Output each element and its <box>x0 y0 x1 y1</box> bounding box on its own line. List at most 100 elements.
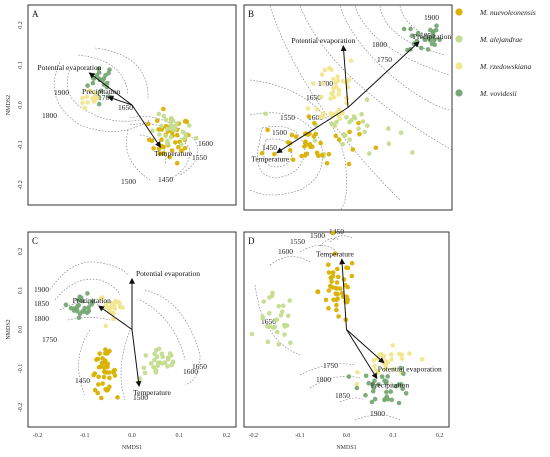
data-point <box>104 388 110 393</box>
isoline <box>399 5 441 41</box>
data-point <box>290 157 296 162</box>
y-axis-title: NMDS2 <box>6 95 12 115</box>
data-point <box>153 370 159 375</box>
data-point <box>80 95 85 101</box>
data-point <box>102 358 108 363</box>
panel-letter-a: A <box>32 9 39 19</box>
data-point <box>159 361 165 366</box>
data-point <box>99 360 105 366</box>
isoline <box>299 245 336 253</box>
data-point <box>285 313 291 319</box>
data-point <box>370 388 376 394</box>
data-point <box>168 134 174 140</box>
panel-a: A 1900 1800 1700 1650 1600 1550 1500 1450 0.2 0.1 0… <box>6 4 237 206</box>
data-point <box>344 80 350 85</box>
data-point <box>161 144 166 150</box>
data-point <box>68 305 74 311</box>
data-point <box>112 367 117 373</box>
data-point <box>423 36 429 41</box>
data-point <box>107 375 112 381</box>
data-point <box>410 150 415 155</box>
data-point <box>384 379 389 384</box>
data-point <box>260 314 265 319</box>
data-point <box>373 145 379 151</box>
isoline <box>329 235 353 243</box>
data-point <box>397 351 402 357</box>
data-point <box>168 353 174 358</box>
data-point <box>63 302 69 308</box>
isoline-label: 1600 <box>198 139 213 148</box>
isoline <box>263 138 293 168</box>
series-m-nuevoleonensis <box>259 114 379 167</box>
vector-label-temperature: Temperature <box>251 155 289 164</box>
data-point <box>152 357 157 363</box>
data-point <box>331 76 336 82</box>
data-point <box>344 299 350 305</box>
data-point <box>282 332 287 337</box>
data-point <box>346 374 352 379</box>
panel-letter-c: C <box>32 236 38 246</box>
data-point <box>318 140 324 146</box>
isoline-label: 1700 <box>318 79 333 88</box>
series-m-vovidesii <box>401 23 443 53</box>
data-point <box>288 340 293 346</box>
data-point <box>329 121 335 126</box>
panel-frame-d <box>243 231 450 428</box>
data-point <box>328 275 334 280</box>
data-point <box>363 393 368 398</box>
data-point <box>120 305 125 310</box>
vector-label-precipitation: Precipitation <box>73 296 112 305</box>
isoline-label: 1550 <box>280 113 295 122</box>
data-point <box>92 97 98 102</box>
isoline-label: 1800 <box>42 111 57 120</box>
data-point <box>107 384 112 390</box>
vector-potential-evaporation <box>340 45 349 108</box>
data-point <box>385 374 391 379</box>
data-point <box>367 151 372 156</box>
vector-label-potential-evaporation: Potential evaporation <box>291 36 355 45</box>
data-point <box>264 323 270 329</box>
data-point <box>180 129 186 135</box>
data-point <box>143 353 149 358</box>
data-point <box>371 357 377 363</box>
data-point <box>352 116 358 121</box>
data-point <box>337 116 343 121</box>
x-axis-title: NMDS1 <box>122 445 142 451</box>
data-point <box>319 72 325 77</box>
isoline <box>67 317 111 321</box>
data-point <box>345 265 351 271</box>
data-point <box>335 274 341 280</box>
data-point <box>365 123 370 128</box>
series-m-alejandrae <box>249 290 293 347</box>
data-point <box>372 378 377 384</box>
vector-precipitation <box>107 95 133 106</box>
isoline <box>249 112 323 196</box>
legend-item-nuevoleonensis: M. nuevoleonensis <box>455 8 536 17</box>
data-point <box>363 373 369 379</box>
isoline-label: 1900 <box>370 409 385 418</box>
data-point <box>398 130 404 136</box>
data-point <box>100 381 105 386</box>
isoline-label: 1750 <box>323 361 338 370</box>
data-point <box>307 141 313 147</box>
vector-precipitation <box>346 329 378 380</box>
vector-temperature <box>276 107 349 154</box>
data-point <box>419 357 425 362</box>
isoline-label: 1450 <box>329 227 344 236</box>
data-point <box>348 58 354 63</box>
data-point <box>386 141 392 146</box>
data-point <box>335 266 340 272</box>
data-point <box>437 37 443 42</box>
x-tick-label: 0.0 <box>343 433 351 439</box>
data-point <box>341 277 347 282</box>
data-point <box>335 74 340 79</box>
data-point <box>389 352 394 357</box>
data-point <box>164 126 170 132</box>
legend-item-alejandrae: M. alejandrae <box>455 35 523 44</box>
legend-item-rzedowskiana: M. rzedowskiana <box>455 62 531 71</box>
data-point <box>399 356 405 362</box>
data-point <box>393 383 399 389</box>
data-point <box>339 290 345 296</box>
data-point <box>80 100 85 106</box>
